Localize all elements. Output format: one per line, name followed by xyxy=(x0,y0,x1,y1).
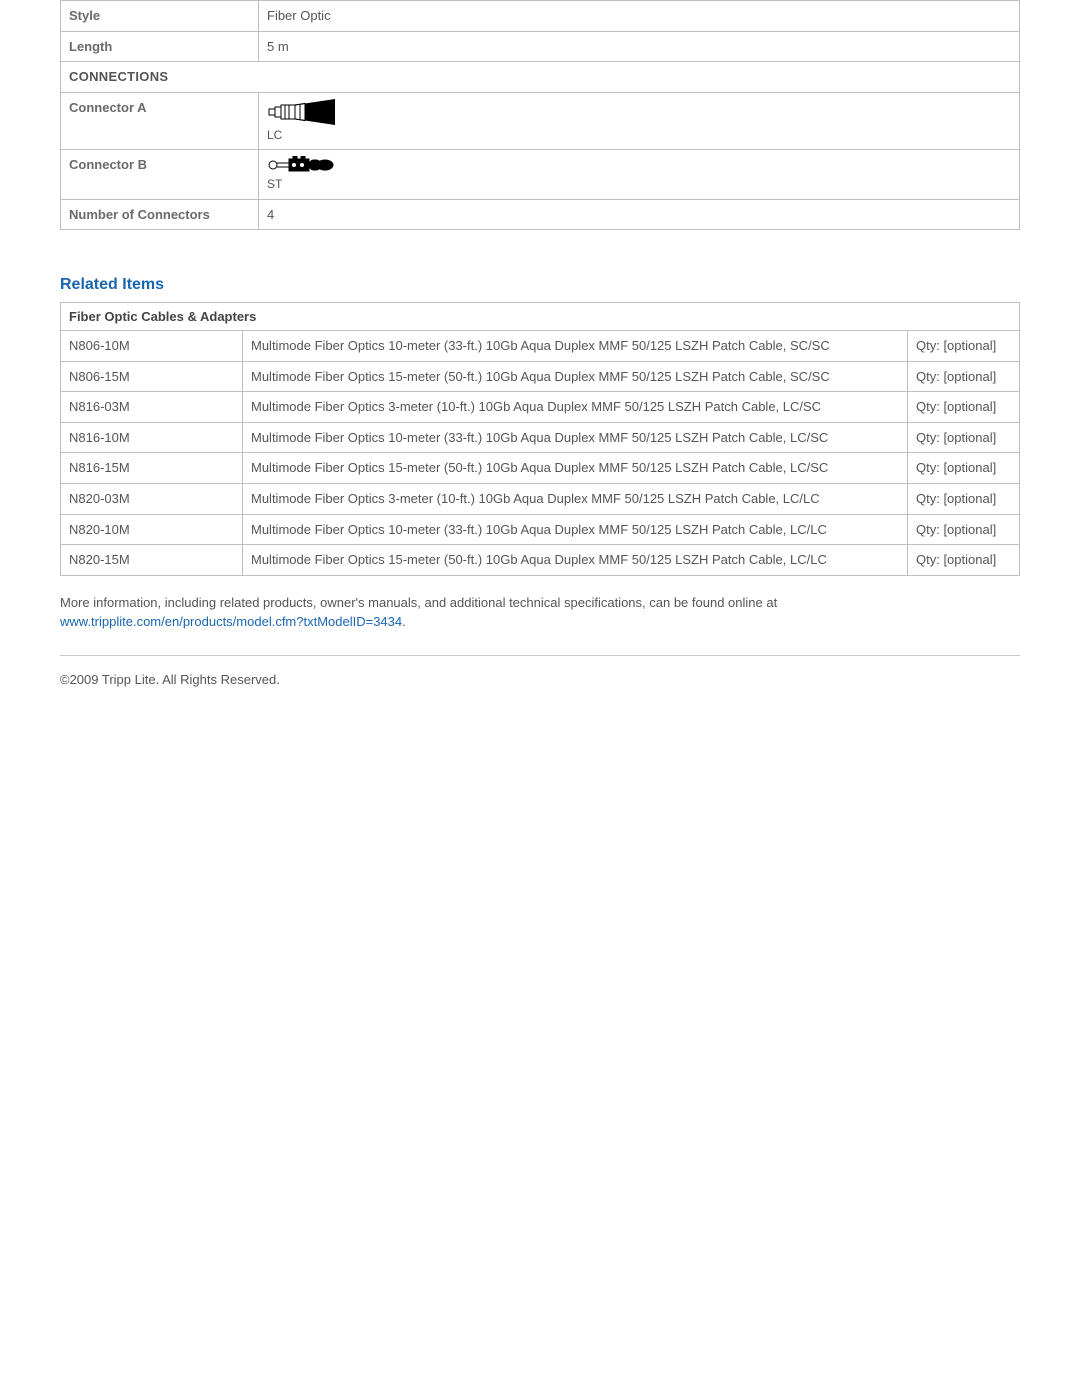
table-row: Style Fiber Optic xyxy=(61,1,1020,32)
related-qty: Qty: [optional] xyxy=(908,331,1020,362)
related-sku: N816-15M xyxy=(61,453,243,484)
table-row: N816-03MMultimode Fiber Optics 3-meter (… xyxy=(61,392,1020,423)
related-desc: Multimode Fiber Optics 15-meter (50-ft.)… xyxy=(243,453,908,484)
related-qty: Qty: [optional] xyxy=(908,453,1020,484)
related-qty: Qty: [optional] xyxy=(908,545,1020,576)
related-qty: Qty: [optional] xyxy=(908,514,1020,545)
table-row: Length 5 m xyxy=(61,31,1020,62)
table-row: N806-15MMultimode Fiber Optics 15-meter … xyxy=(61,361,1020,392)
more-info-text: More information, including related prod… xyxy=(60,594,1020,632)
more-info-period: . xyxy=(402,614,406,629)
spec-label-num-connectors: Number of Connectors xyxy=(61,199,259,230)
related-qty: Qty: [optional] xyxy=(908,484,1020,515)
related-sku: N820-15M xyxy=(61,545,243,576)
related-sku: N806-15M xyxy=(61,361,243,392)
table-row: N816-10MMultimode Fiber Optics 10-meter … xyxy=(61,422,1020,453)
spec-label-connector-b: Connector B xyxy=(61,150,259,200)
related-qty: Qty: [optional] xyxy=(908,361,1020,392)
related-desc: Multimode Fiber Optics 15-meter (50-ft.)… xyxy=(243,361,908,392)
separator xyxy=(60,655,1020,656)
connector-b-caption: ST xyxy=(267,176,363,192)
related-desc: Multimode Fiber Optics 15-meter (50-ft.)… xyxy=(243,545,908,576)
spec-value-num-connectors: 4 xyxy=(259,199,1020,230)
more-info-link[interactable]: www.tripplite.com/en/products/model.cfm?… xyxy=(60,614,402,629)
related-desc: Multimode Fiber Optics 3-meter (10-ft.) … xyxy=(243,392,908,423)
related-sku: N816-03M xyxy=(61,392,243,423)
lc-connector-icon xyxy=(267,99,363,125)
st-connector-icon xyxy=(267,156,363,174)
related-desc: Multimode Fiber Optics 10-meter (33-ft.)… xyxy=(243,422,908,453)
spec-label-length: Length xyxy=(61,31,259,62)
connector-a-caption: LC xyxy=(267,127,363,143)
related-desc: Multimode Fiber Optics 10-meter (33-ft.)… xyxy=(243,514,908,545)
table-row: Number of Connectors 4 xyxy=(61,199,1020,230)
related-sku: N820-03M xyxy=(61,484,243,515)
related-sku: N820-10M xyxy=(61,514,243,545)
related-items-title: Related Items xyxy=(60,276,1020,294)
related-qty: Qty: [optional] xyxy=(908,422,1020,453)
related-sku: N806-10M xyxy=(61,331,243,362)
table-row: N806-10MMultimode Fiber Optics 10-meter … xyxy=(61,331,1020,362)
spec-value-connector-b: ST xyxy=(259,150,1020,200)
more-info-lead: More information, including related prod… xyxy=(60,595,777,610)
table-row: Fiber Optic Cables & Adapters xyxy=(61,303,1020,331)
spec-label-connector-a: Connector A xyxy=(61,92,259,150)
copyright: ©2009 Tripp Lite. All Rights Reserved. xyxy=(60,672,1020,687)
table-row: Connector A xyxy=(61,92,1020,150)
related-sku: N816-10M xyxy=(61,422,243,453)
table-row: N820-03MMultimode Fiber Optics 3-meter (… xyxy=(61,484,1020,515)
spec-value-style: Fiber Optic xyxy=(259,1,1020,32)
spec-value-connector-a: LC xyxy=(259,92,1020,150)
related-desc: Multimode Fiber Optics 3-meter (10-ft.) … xyxy=(243,484,908,515)
related-desc: Multimode Fiber Optics 10-meter (33-ft.)… xyxy=(243,331,908,362)
page-container: Style Fiber Optic Length 5 m CONNECTIONS… xyxy=(0,0,1080,747)
table-row: N820-10MMultimode Fiber Optics 10-meter … xyxy=(61,514,1020,545)
related-items-table: Fiber Optic Cables & Adapters N806-10MMu… xyxy=(60,302,1020,575)
specifications-table: Style Fiber Optic Length 5 m CONNECTIONS… xyxy=(60,0,1020,230)
table-row: N820-15MMultimode Fiber Optics 15-meter … xyxy=(61,545,1020,576)
spec-label-style: Style xyxy=(61,1,259,32)
related-qty: Qty: [optional] xyxy=(908,392,1020,423)
spec-value-length: 5 m xyxy=(259,31,1020,62)
related-category: Fiber Optic Cables & Adapters xyxy=(61,303,1020,331)
table-row: CONNECTIONS xyxy=(61,62,1020,93)
table-row: N816-15MMultimode Fiber Optics 15-meter … xyxy=(61,453,1020,484)
spec-section-connections: CONNECTIONS xyxy=(61,62,1020,93)
table-row: Connector B xyxy=(61,150,1020,200)
